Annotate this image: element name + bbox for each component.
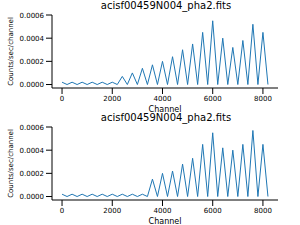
svg-text:0.0000: 0.0000 — [20, 81, 45, 89]
svg-text:8000: 8000 — [254, 95, 272, 103]
svg-text:2000: 2000 — [103, 95, 121, 103]
svg-text:0.0000: 0.0000 — [20, 193, 45, 201]
svg-text:Channel: Channel — [149, 217, 182, 224]
svg-text:6000: 6000 — [204, 207, 222, 215]
svg-text:Counts/sec/channel: Counts/sec/channel — [8, 129, 15, 198]
svg-text:0.0002: 0.0002 — [20, 170, 45, 178]
svg-text:0.0006: 0.0006 — [20, 12, 45, 20]
svg-text:8000: 8000 — [254, 207, 272, 215]
svg-text:0: 0 — [60, 95, 64, 103]
html-text:acisf00459N004_pha2.fits: acisf00459N004_pha2.fits — [100, 112, 232, 123]
svg-text:6000: 6000 — [204, 95, 222, 103]
svg-text:0.0002: 0.0002 — [20, 58, 45, 66]
svg-text:4000: 4000 — [154, 207, 172, 215]
html-text:acisf00459N004_pha2.fits: acisf00459N004_pha2.fits — [100, 0, 232, 11]
svg-text:0: 0 — [60, 207, 64, 215]
svg-text:0.0004: 0.0004 — [20, 147, 45, 155]
svg-text:4000: 4000 — [154, 95, 172, 103]
svg-text:2000: 2000 — [103, 207, 121, 215]
svg-text:Counts/sec/channel: Counts/sec/channel — [8, 17, 15, 86]
svg-text:Channel: Channel — [149, 105, 182, 112]
svg-text:0.0004: 0.0004 — [20, 35, 45, 43]
svg-text:0.0006: 0.0006 — [20, 124, 45, 132]
